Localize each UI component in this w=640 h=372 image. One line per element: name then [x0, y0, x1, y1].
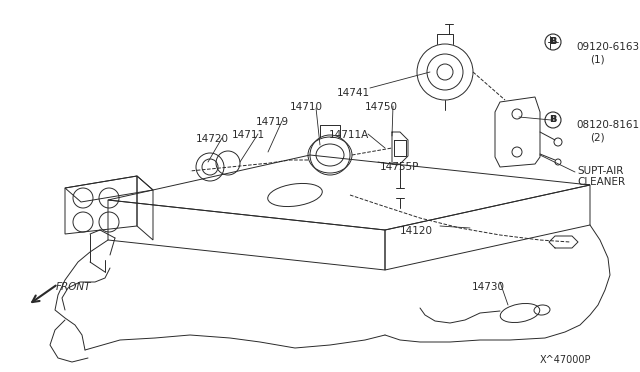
Text: (1): (1): [590, 54, 605, 64]
Text: X^47000P: X^47000P: [540, 355, 591, 365]
Text: 14710: 14710: [290, 102, 323, 112]
Text: B: B: [550, 38, 556, 46]
Text: 14120: 14120: [400, 226, 433, 236]
Text: 08120-8161E: 08120-8161E: [576, 120, 640, 130]
Text: 14730: 14730: [472, 282, 505, 292]
Text: 14711A: 14711A: [329, 130, 369, 140]
Text: (2): (2): [590, 132, 605, 142]
Text: 14720: 14720: [196, 134, 229, 144]
Text: B: B: [550, 115, 556, 125]
Text: FRONT: FRONT: [56, 282, 92, 292]
Text: SUPT-AIR: SUPT-AIR: [577, 166, 623, 176]
Text: 14741: 14741: [337, 88, 370, 98]
Text: 14750: 14750: [365, 102, 398, 112]
Text: B: B: [550, 38, 556, 46]
Text: 14755P: 14755P: [380, 162, 419, 172]
Text: 14719: 14719: [256, 117, 289, 127]
Text: 14711: 14711: [232, 130, 265, 140]
Text: CLEANER: CLEANER: [577, 177, 625, 187]
Text: 09120-61633: 09120-61633: [576, 42, 640, 52]
Text: B: B: [550, 115, 556, 125]
